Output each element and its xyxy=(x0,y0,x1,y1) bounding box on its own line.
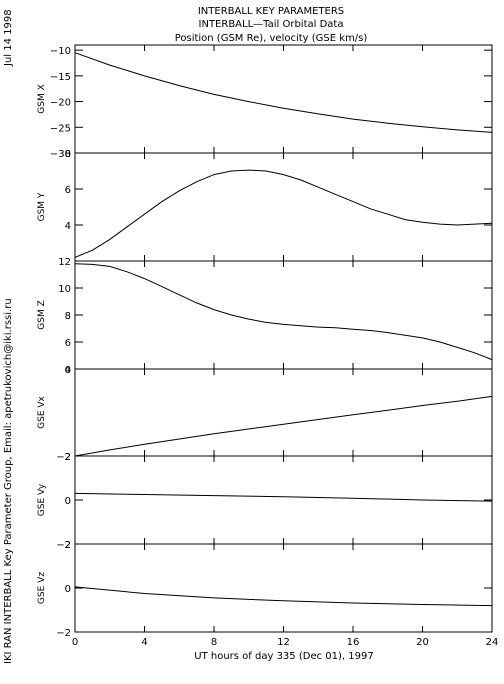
gse-vy-panel: 2 0 −2 GSE Vy xyxy=(37,452,493,551)
gsm-x-ytick-label: −15 xyxy=(50,72,71,83)
gse-vz-y-axis-label: GSE Vz xyxy=(37,572,47,604)
x-tick-label: 20 xyxy=(416,637,429,648)
gsm-x-ytick-label: −10 xyxy=(50,46,71,57)
gsm-z-ytick-label: 4 xyxy=(65,365,71,376)
gse-vz-panel: 2 0 −2 GSE Vz xyxy=(37,540,493,639)
gse-vy-ytick-label: 0 xyxy=(65,496,71,507)
gsm-z-series-line xyxy=(74,263,493,361)
gse-vy-y-axis-label: GSE Vy xyxy=(37,483,47,516)
gse-vz-frame xyxy=(74,543,493,633)
x-tick-label: 0 xyxy=(72,637,78,648)
gse-vx-ytick-label: −2 xyxy=(56,452,71,463)
x-tick-label: 12 xyxy=(277,637,290,648)
gsm-y-ytick-label: 6 xyxy=(65,185,71,196)
x-tick-label: 8 xyxy=(211,637,217,648)
gse-vx-ytick-label: 0 xyxy=(65,365,71,376)
gse-vz-series-line xyxy=(74,586,493,607)
gsm-y-panel: 8 6 4 GSM Y xyxy=(37,149,493,262)
gsm-z-y-axis-label: GSM Z xyxy=(37,300,47,329)
figure-title-line-1: INTERBALL KEY PARAMETERS xyxy=(198,6,344,17)
gsm-x-frame xyxy=(74,44,493,154)
gsm-x-y-axis-label: GSM X xyxy=(37,84,47,113)
gse-vy-ytick-label: −2 xyxy=(56,540,71,551)
credit-line: IKI RAN INTERBALL Key Parameter Group, E… xyxy=(3,298,14,664)
date-stamp: Jul 14 1998 xyxy=(3,9,14,67)
gsm-z-frame xyxy=(74,260,493,370)
gsm-x-panel: −10 −15 −20 −25 −30 GSM X xyxy=(37,44,493,160)
gsm-z-panel: 12 10 8 6 4 GSM Z xyxy=(37,257,493,376)
gse-vx-y-axis-label: GSE Vx xyxy=(37,395,47,428)
gse-vy-ytick-label: 2 xyxy=(65,452,71,463)
x-axis-label: UT hours of day 335 (Dec 01), 1997 xyxy=(194,651,373,662)
gsm-z-ytick-label: 12 xyxy=(58,257,71,268)
gsm-x-ytick-label: −25 xyxy=(50,123,71,134)
gsm-x-series-line xyxy=(74,52,493,133)
x-tick-label: 4 xyxy=(141,637,147,648)
gsm-z-ytick-label: 10 xyxy=(58,284,71,295)
gse-vz-ytick-label: 2 xyxy=(65,540,71,551)
figure-title-line-3: Position (GSM Re), velocity (GSE km/s) xyxy=(175,33,368,44)
gsm-z-ytick-label: 6 xyxy=(65,338,71,349)
x-tick-label: 24 xyxy=(486,637,499,648)
gse-vx-frame xyxy=(74,368,493,457)
figure-title-line-2: INTERBALL—Tail Orbital Data xyxy=(199,19,344,30)
gsm-x-ytick-label: −20 xyxy=(50,98,71,109)
gse-vz-ytick-label: −2 xyxy=(56,628,71,639)
gsm-y-series-line xyxy=(74,169,493,258)
gse-vz-ytick-label: 0 xyxy=(65,584,71,595)
gsm-z-ytick-label: 8 xyxy=(65,311,71,322)
x-tick-label: 16 xyxy=(347,637,360,648)
gse-vy-series-line xyxy=(74,492,493,502)
gse-vx-panel: 0 −2 GSE Vx xyxy=(37,365,493,463)
gsm-y-ytick-label: 4 xyxy=(65,221,71,232)
gsm-x-ytick-label: −30 xyxy=(50,149,71,160)
gse-vx-series-line xyxy=(74,395,493,457)
gsm-y-frame xyxy=(74,152,493,262)
gsm-y-y-axis-label: GSM Y xyxy=(37,192,47,221)
gsm-y-ytick-label: 8 xyxy=(65,149,71,160)
